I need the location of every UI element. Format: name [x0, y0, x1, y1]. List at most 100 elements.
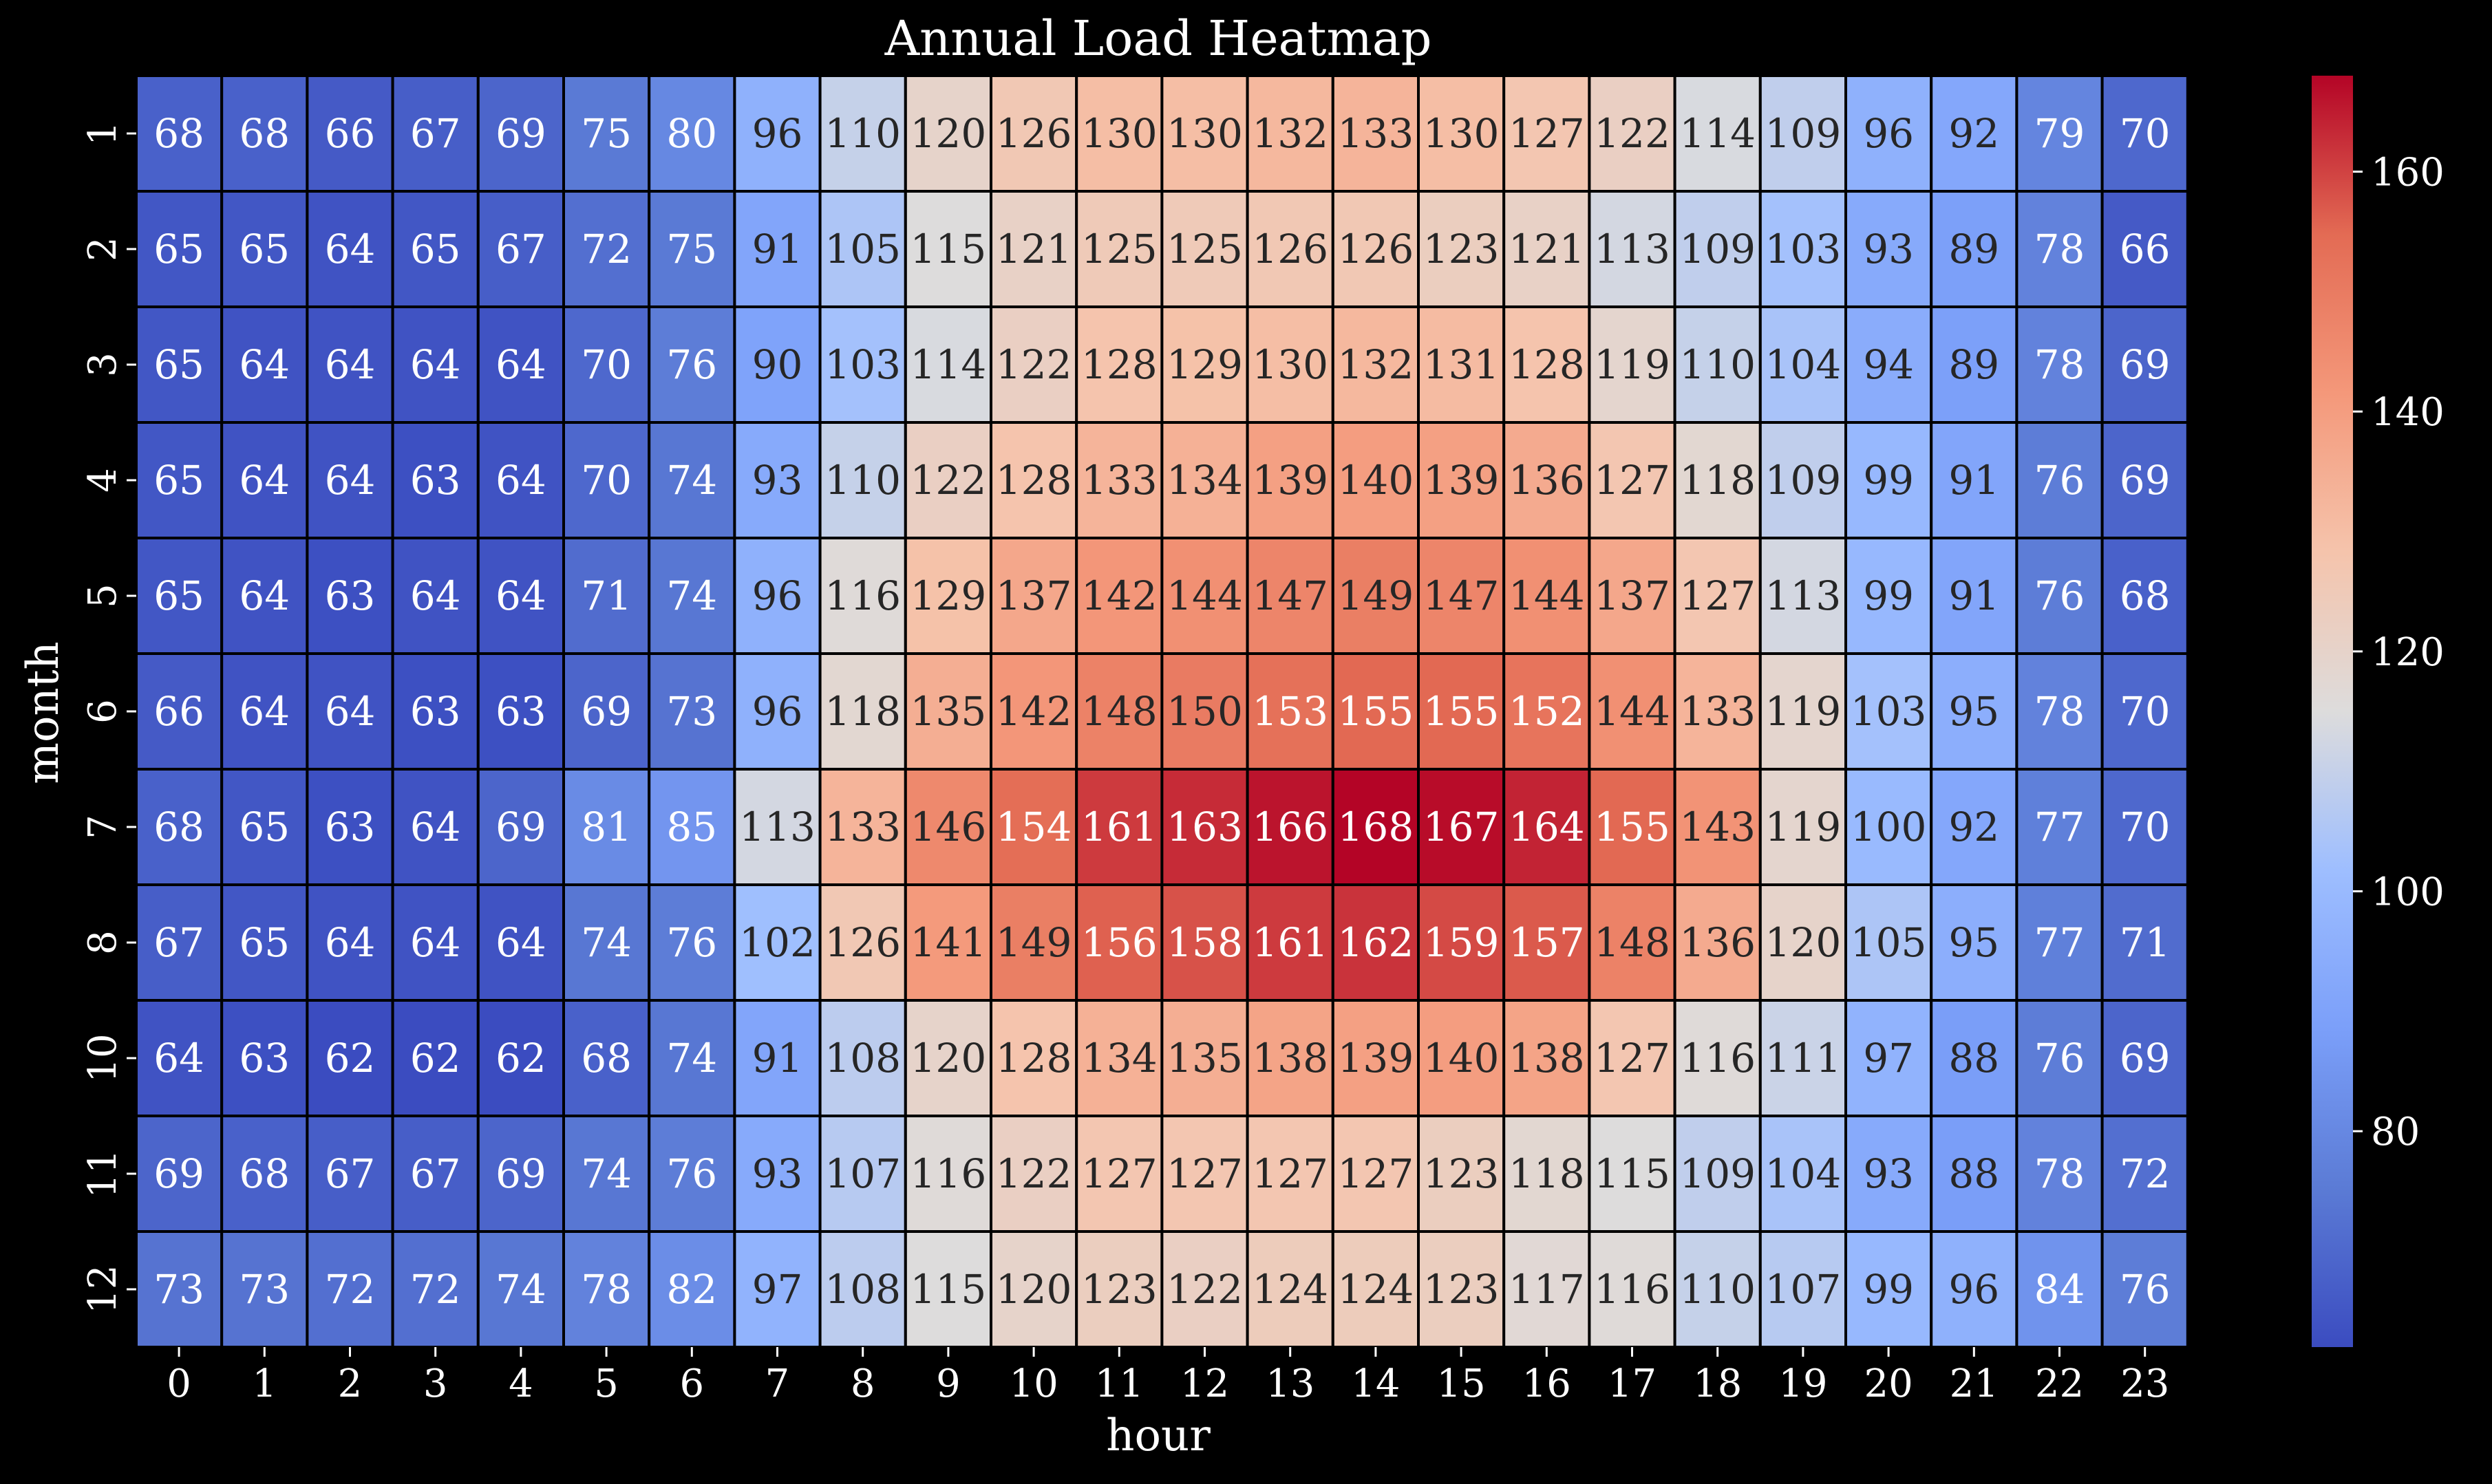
cell-value-label: 118 — [1509, 1150, 1585, 1197]
cell-value-label: 127 — [1167, 1150, 1243, 1197]
cell-value-label: 76 — [2034, 1035, 2085, 1082]
heatmap-cell — [306, 1115, 394, 1233]
cell-value-label: 123 — [1081, 1266, 1158, 1313]
heatmap-cell — [2100, 305, 2189, 424]
heatmap-cell — [1673, 74, 1762, 193]
heatmap-cell — [1758, 74, 1848, 193]
heatmap-cell — [2015, 883, 2104, 1002]
cell-value-label: 105 — [824, 226, 901, 272]
cell-value-label: 144 — [1594, 688, 1670, 735]
cell-value-label: 68 — [153, 804, 204, 850]
cell-value-label: 127 — [1338, 1150, 1414, 1197]
cell-value-label: 120 — [910, 1035, 987, 1082]
cell-value-label: 64 — [410, 804, 461, 850]
cell-value-label: 136 — [1509, 457, 1585, 504]
x-tick-label: 0 — [167, 1362, 191, 1406]
cell-value-label: 91 — [1948, 457, 1999, 504]
cell-value-label: 149 — [996, 919, 1072, 966]
y-tick-label: 4 — [81, 468, 125, 493]
heatmap-cell — [1075, 1115, 1164, 1233]
cell-value-label: 76 — [666, 341, 717, 388]
cell-value-label: 119 — [1765, 688, 1842, 735]
cell-value-label: 119 — [1594, 341, 1670, 388]
x-tick-label: 1 — [252, 1362, 277, 1406]
heatmap-cell — [1588, 1230, 1676, 1348]
cell-value-label: 63 — [410, 457, 461, 504]
heatmap-cell — [1417, 999, 1506, 1117]
cell-value-label: 64 — [496, 457, 546, 504]
cell-value-label: 74 — [496, 1266, 546, 1313]
cell-value-label: 135 — [1167, 1035, 1243, 1082]
cell-value-label: 133 — [1679, 688, 1756, 735]
cell-value-label: 72 — [581, 226, 632, 272]
x-tick-label: 9 — [936, 1362, 961, 1406]
cell-value-label: 94 — [1863, 341, 1914, 388]
y-tick-label: 5 — [81, 583, 125, 608]
heatmap-cell — [818, 537, 907, 655]
cell-value-label: 69 — [496, 110, 546, 157]
cell-value-label: 122 — [996, 1150, 1072, 1197]
heatmap-cell — [1502, 421, 1591, 539]
cell-value-label: 110 — [824, 457, 901, 504]
cell-value-label: 74 — [581, 919, 632, 966]
heatmap-cell — [391, 999, 480, 1117]
heatmap-cell — [1417, 1230, 1506, 1348]
cell-value-label: 133 — [1338, 110, 1414, 157]
heatmap-cell — [220, 74, 309, 193]
heatmap-cell — [306, 537, 394, 655]
cell-value-label: 85 — [666, 804, 717, 850]
cell-value-label: 96 — [1863, 110, 1914, 157]
cell-value-label: 73 — [666, 688, 717, 735]
heatmap-cell — [562, 768, 651, 886]
cell-value-label: 68 — [2120, 572, 2171, 619]
heatmap-cell — [1246, 883, 1334, 1002]
heatmap-cell — [1246, 1115, 1334, 1233]
cell-value-label: 78 — [2034, 1150, 2085, 1197]
heatmap-cell — [391, 421, 480, 539]
cell-value-label: 140 — [1338, 457, 1414, 504]
cell-value-label: 81 — [581, 804, 632, 850]
cell-value-label: 77 — [2034, 919, 2085, 966]
heatmap-cell — [1160, 305, 1249, 424]
cell-value-label: 96 — [752, 688, 803, 735]
cell-value-label: 80 — [666, 110, 717, 157]
heatmap-cell — [1673, 999, 1762, 1117]
cell-value-label: 75 — [581, 110, 632, 157]
cell-value-label: 142 — [996, 688, 1072, 735]
heatmap-cell — [476, 421, 565, 539]
heatmap-cell — [1331, 421, 1420, 539]
cell-value-label: 72 — [410, 1266, 461, 1313]
heatmap-cell — [2015, 1230, 2104, 1348]
cell-value-label: 64 — [325, 457, 376, 504]
cell-value-label: 114 — [910, 341, 987, 388]
cell-value-label: 108 — [824, 1266, 901, 1313]
cell-value-label: 62 — [325, 1035, 376, 1082]
heatmap-cell — [476, 305, 565, 424]
heatmap-cell — [904, 421, 993, 539]
cell-value-label: 69 — [2120, 1035, 2171, 1082]
heatmap-cell — [2100, 999, 2189, 1117]
cell-value-label: 150 — [1167, 688, 1243, 735]
heatmap-cell — [818, 652, 907, 771]
cell-value-label: 162 — [1338, 919, 1414, 966]
colorbar-tick-label: 80 — [2371, 1110, 2420, 1154]
heatmap-cell — [220, 305, 309, 424]
cell-value-label: 84 — [2034, 1266, 2085, 1313]
cell-value-label: 91 — [752, 1035, 803, 1082]
heatmap-cell — [733, 883, 822, 1002]
heatmap-cell — [1417, 768, 1506, 886]
cell-value-label: 89 — [1948, 226, 1999, 272]
heatmap-cell — [562, 1115, 651, 1233]
heatmap-cell — [1673, 421, 1762, 539]
heatmap-cell — [648, 1230, 736, 1348]
x-tick-label: 10 — [1009, 1362, 1058, 1406]
cell-value-label: 138 — [1509, 1035, 1585, 1082]
heatmap-cell — [1246, 652, 1334, 771]
heatmap-cell — [135, 768, 224, 886]
cell-value-label: 111 — [1765, 1035, 1842, 1082]
cell-value-label: 127 — [1594, 457, 1670, 504]
x-tick-label: 13 — [1266, 1362, 1314, 1406]
cell-value-label: 97 — [1863, 1035, 1914, 1082]
cell-value-label: 71 — [581, 572, 632, 619]
